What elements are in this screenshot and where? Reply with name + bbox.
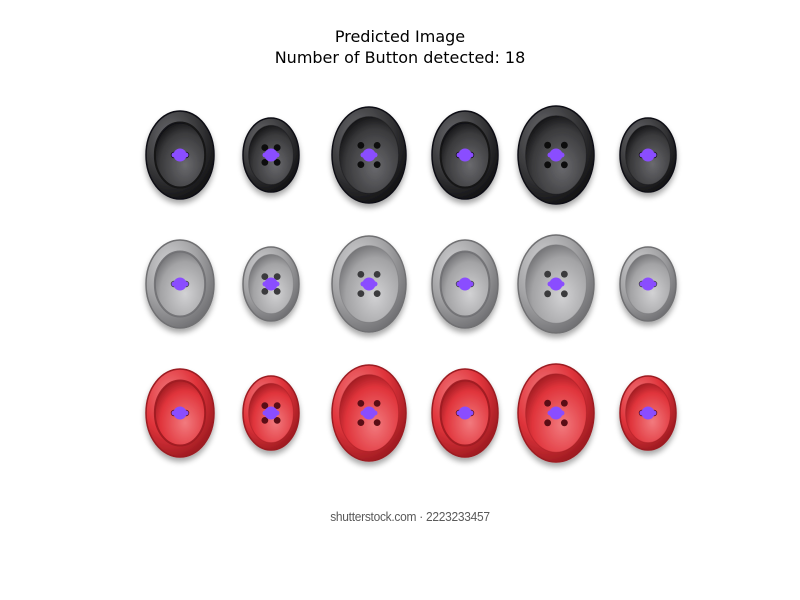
detection-marker: [171, 406, 189, 420]
detection-marker: [456, 277, 474, 291]
detection-marker: [171, 277, 189, 291]
detection-marker: [547, 277, 565, 291]
detection-marker: [262, 406, 280, 420]
detection-marker: [456, 406, 474, 420]
watermark-text: shutterstock.com · 2223233457: [330, 509, 490, 524]
button-black-5: [517, 105, 595, 205]
detection-marker: [456, 148, 474, 162]
figure-title: Predicted Image: [334, 27, 466, 46]
detection-marker: [171, 148, 189, 162]
detection-marker: [262, 277, 280, 291]
detection-marker: [360, 406, 378, 420]
detection-marker: [360, 277, 378, 291]
buttons-layer: [145, 105, 677, 463]
detection-marker: [360, 148, 378, 162]
detection-marker: [547, 406, 565, 420]
detection-marker: [262, 148, 280, 162]
detection-marker: [639, 277, 657, 291]
detection-marker: [547, 148, 565, 162]
figure-subtitle: Number of Button detected: 18: [274, 48, 526, 67]
detection-marker: [639, 148, 657, 162]
detection-marker: [639, 406, 657, 420]
